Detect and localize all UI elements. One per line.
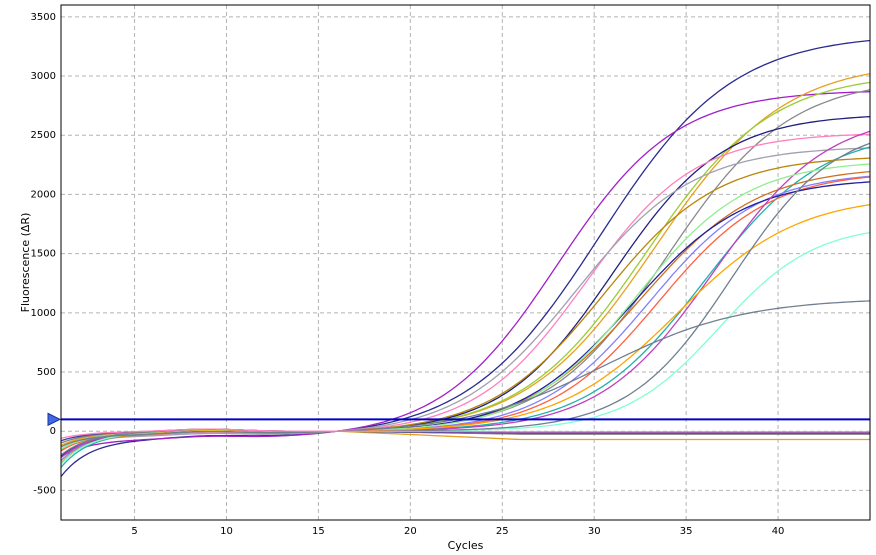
grid-lines <box>61 5 870 520</box>
y-tick-label: -500 <box>33 485 56 496</box>
x-tick-label: 15 <box>312 526 325 537</box>
amplification-curve[interactable] <box>60 89 871 448</box>
amplification-curve[interactable] <box>60 91 871 458</box>
y-tick-label: 1000 <box>31 308 56 319</box>
triangle-marker-icon[interactable] <box>47 412 62 427</box>
y-tick-label: 0 <box>50 426 56 437</box>
y-tick-label: 3500 <box>31 12 56 23</box>
plot-frame <box>60 4 871 521</box>
amplification-curve[interactable] <box>60 133 871 457</box>
x-tick-label: 30 <box>588 526 601 537</box>
y-tick-label: 3000 <box>31 71 56 82</box>
amplification-curve[interactable] <box>60 116 871 458</box>
x-tick-label: 20 <box>404 526 417 537</box>
x-tick-label: 10 <box>220 526 233 537</box>
x-tick-label: 35 <box>680 526 693 537</box>
amplification-curve[interactable] <box>60 130 871 459</box>
x-tick-label: 25 <box>496 526 509 537</box>
amplification-curve[interactable] <box>60 204 871 464</box>
series-layer <box>60 39 871 477</box>
x-tick-label: 40 <box>772 526 785 537</box>
y-tick-label: 2000 <box>31 189 56 200</box>
y-tick-label: 1500 <box>31 249 56 260</box>
x-axis-title: Cycles <box>448 539 484 552</box>
amplification-curve[interactable] <box>60 176 871 452</box>
y-tick-labels: -500 0 500 1000 1500 2000 2500 3000 3500 <box>31 12 56 497</box>
y-tick-label: 2500 <box>31 130 56 141</box>
x-tick-label: 5 <box>131 526 137 537</box>
y-axis-title: Fluorescence (ΔR) <box>19 213 32 313</box>
amplification-curve[interactable] <box>60 147 871 447</box>
y-tick-label: 500 <box>37 367 56 378</box>
x-tick-labels: 5 10 15 20 25 30 35 40 <box>131 526 784 537</box>
flat-curve[interactable] <box>60 428 870 439</box>
amplification-curve[interactable] <box>60 142 871 456</box>
amplification-curve[interactable] <box>60 300 871 447</box>
